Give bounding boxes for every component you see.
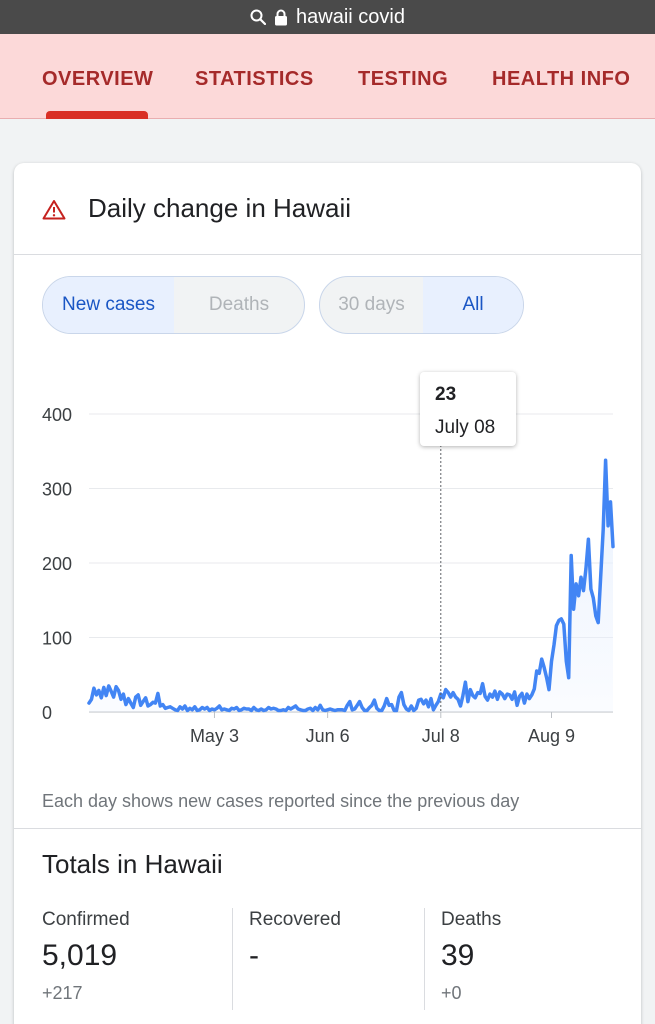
stat-divider xyxy=(424,908,425,1010)
deaths-stat: Deaths 39 +0 xyxy=(441,909,501,1004)
confirmed-change: +217 xyxy=(42,983,83,1003)
y-tick-label: 300 xyxy=(42,480,72,500)
tab-testing[interactable]: TESTING xyxy=(358,68,449,90)
active-tab-indicator xyxy=(46,111,148,119)
warning-icon xyxy=(42,199,66,225)
all-option[interactable]: All xyxy=(423,277,523,333)
tooltip-value: 23 xyxy=(435,384,457,405)
new-cases-option[interactable]: New cases xyxy=(43,277,174,333)
card-title: Daily change in Hawaii xyxy=(88,193,352,223)
recovered-stat: Recovered - xyxy=(249,909,341,983)
deaths-option[interactable]: Deaths xyxy=(208,294,270,315)
address-bar[interactable]: hawaii covid xyxy=(0,0,655,34)
lock-icon xyxy=(274,9,288,26)
address-bar-query: hawaii covid xyxy=(296,5,405,28)
y-tick-label: 400 xyxy=(42,405,72,425)
card-header: Daily change in Hawaii xyxy=(14,163,641,255)
search-icon xyxy=(250,9,267,25)
section-divider xyxy=(14,828,641,829)
x-tick-label: Jul 8 xyxy=(422,726,460,746)
series-area xyxy=(89,460,613,712)
deaths-label: Deaths xyxy=(441,909,502,930)
y-tick-label: 100 xyxy=(42,629,72,649)
chart-tooltip: 23 July 08 xyxy=(420,372,516,446)
deaths-change: +0 xyxy=(441,983,462,1003)
chart-footnote: Each day shows new cases reported since … xyxy=(42,791,520,811)
range-toggle: 30 days All xyxy=(319,276,524,334)
tab-statistics[interactable]: STATISTICS xyxy=(195,68,314,90)
y-tick-label: 0 xyxy=(42,703,52,723)
y-tick-label: 200 xyxy=(42,554,72,574)
tab-health-info[interactable]: HEALTH INFO xyxy=(492,68,631,90)
recovered-value: - xyxy=(249,939,259,972)
confirmed-label: Confirmed xyxy=(42,909,130,930)
totals-title: Totals in Hawaii xyxy=(42,849,223,879)
recovered-label: Recovered xyxy=(249,909,341,930)
deaths-value: 39 xyxy=(441,939,475,972)
metric-toggle: New cases Deaths xyxy=(42,276,305,334)
tab-overview[interactable]: OVERVIEW xyxy=(42,68,154,90)
x-tick-label: Aug 9 xyxy=(528,726,575,746)
thirty-days-option[interactable]: 30 days xyxy=(338,294,405,315)
confirmed-value: 5,019 xyxy=(42,939,118,972)
confirmed-stat: Confirmed 5,019 +217 xyxy=(42,909,130,1004)
daily-change-card: Daily change in Hawaii New cases Deaths … xyxy=(14,163,641,1024)
x-tick-label: May 3 xyxy=(190,726,239,746)
tab-bar: OVERVIEW STATISTICS TESTING HEALTH INFO xyxy=(0,34,655,119)
x-tick-label: Jun 6 xyxy=(306,726,350,746)
daily-cases-chart[interactable]: 0 100 200 300 400 May 3 Jun 6 Jul 8 Aug 9 xyxy=(14,363,641,763)
series-line xyxy=(87,458,615,713)
tooltip-date: July 08 xyxy=(435,417,496,438)
stat-divider xyxy=(232,908,233,1010)
